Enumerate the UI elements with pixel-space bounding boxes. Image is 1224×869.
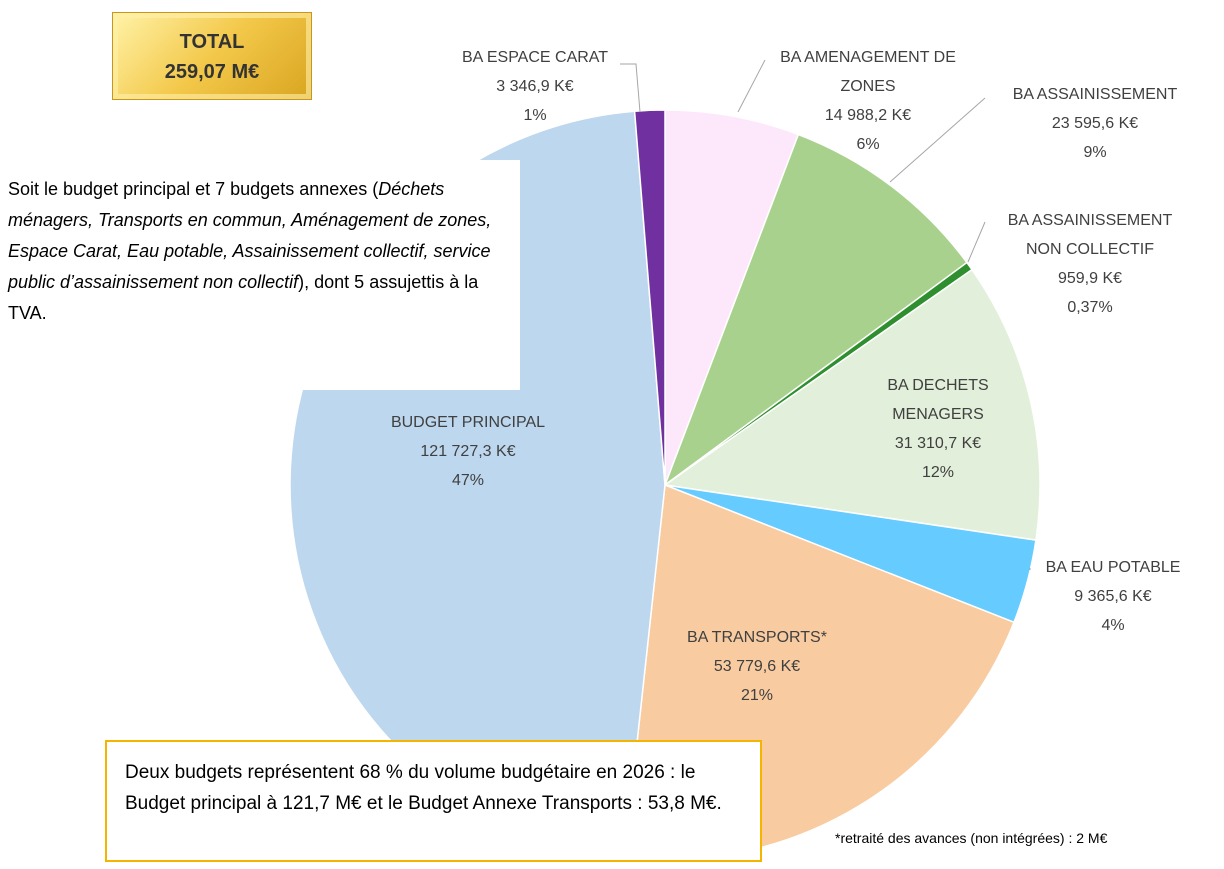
slice-label: BUDGET PRINCIPAL 121 727,3 K€ 47% — [358, 408, 578, 495]
slice-percent: 12% — [921, 464, 955, 481]
slice-value: 23 595,6 K€ — [1051, 115, 1139, 132]
slice-name: BA EAU POTABLE — [1045, 559, 1181, 576]
slice-label: BA DECHETS MENAGERS 31 310,7 K€ 12% — [863, 371, 1013, 487]
pie-slice — [633, 109, 666, 486]
note-box: Deux budgets représentent 68 % du volume… — [105, 740, 762, 862]
leader-line — [889, 97, 986, 183]
pie-slice — [663, 133, 968, 488]
slice-percent: 9% — [1083, 144, 1107, 161]
slice-label: BA TRANSPORTS* 53 779,6 K€ 21% — [657, 623, 857, 710]
total-value: 259,07 M€ — [164, 61, 260, 83]
intro-text: Soit le budget principal et 7 budgets an… — [0, 160, 520, 390]
total-box: TOTAL 259,07 M€ — [112, 12, 312, 100]
slice-value: 9 365,6 K€ — [1074, 588, 1152, 605]
slice-value: 31 310,7 K€ — [894, 435, 982, 452]
pie-slice — [663, 268, 1041, 542]
slice-value: 959,9 K€ — [1057, 270, 1123, 287]
slice-percent: 0,37% — [1067, 299, 1113, 316]
leader-line — [967, 221, 986, 263]
slice-percent: 1% — [523, 107, 547, 124]
slice-name: BA TRANSPORTS* — [687, 629, 827, 646]
slice-percent: 6% — [856, 136, 880, 153]
slice-percent: 47% — [451, 472, 485, 489]
slice-value: 53 779,6 K€ — [713, 658, 801, 675]
slice-label: BA ESPACE CARAT 3 346,9 K€ 1% — [435, 43, 635, 130]
slice-percent: 21% — [740, 687, 774, 704]
pie-slice — [664, 109, 800, 486]
intro-after: ), dont 5 assujettis à la TVA. — [8, 272, 479, 323]
total-label: TOTAL — [179, 31, 245, 53]
slice-name: BA DECHETS MENAGERS — [887, 377, 989, 423]
slice-value: 3 346,9 K€ — [496, 78, 574, 95]
intro-before: Soit le budget principal et 7 budgets an… — [8, 179, 379, 199]
slice-name: BA ESPACE CARAT — [461, 49, 609, 66]
slice-percent: 4% — [1101, 617, 1125, 634]
slice-label: BA AMENAGEMENT DE ZONES 14 988,2 K€ 6% — [768, 43, 968, 159]
slice-name: BA ASSAINISSEMENT — [1012, 86, 1178, 103]
slice-label: BA ASSAINISSEMENT NON COLLECTIF 959,9 K€ 0… — [990, 206, 1190, 322]
leader-line — [737, 59, 766, 113]
slice-name: BA AMENAGEMENT DE ZONES — [780, 49, 956, 95]
slice-label: BA ASSAINISSEMENT 23 595,6 K€ 9% — [995, 80, 1195, 167]
slice-value: 14 988,2 K€ — [824, 107, 912, 124]
intro-italic: Déchets ménagers, Transports en commun, … — [8, 179, 492, 292]
slice-name: BA ASSAINISSEMENT NON COLLECTIF — [1007, 212, 1173, 258]
slice-value: 121 727,3 K€ — [420, 443, 516, 460]
leader-line — [620, 63, 641, 113]
footnote: *retraité des avances (non intégrées) : … — [835, 830, 1108, 846]
slice-name: BUDGET PRINCIPAL — [390, 414, 546, 431]
slice-label: BA EAU POTABLE 9 365,6 K€ 4% — [1013, 553, 1213, 640]
